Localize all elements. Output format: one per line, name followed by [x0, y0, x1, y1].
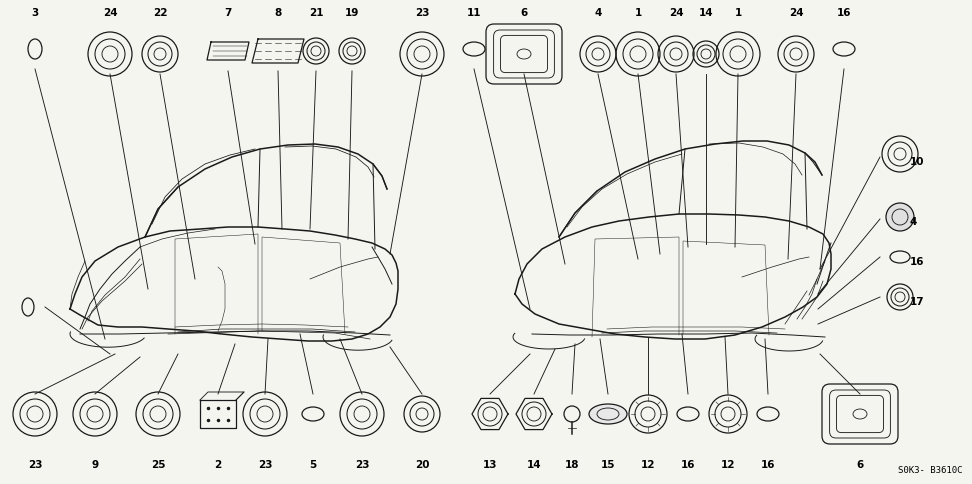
Circle shape	[886, 204, 914, 231]
Text: 13: 13	[483, 459, 498, 469]
Text: 5: 5	[309, 459, 317, 469]
Text: 4: 4	[594, 8, 602, 18]
Text: 25: 25	[151, 459, 165, 469]
Text: S0K3- B3610C: S0K3- B3610C	[897, 465, 962, 474]
Text: 9: 9	[91, 459, 98, 469]
Text: 6: 6	[856, 459, 864, 469]
Text: 2: 2	[215, 459, 222, 469]
Text: 12: 12	[641, 459, 655, 469]
Text: 24: 24	[103, 8, 118, 18]
Text: 15: 15	[601, 459, 615, 469]
Text: 24: 24	[788, 8, 803, 18]
Text: 1: 1	[635, 8, 642, 18]
Text: 11: 11	[467, 8, 481, 18]
Text: 7: 7	[225, 8, 231, 18]
Text: 14: 14	[527, 459, 541, 469]
Text: 23: 23	[355, 459, 369, 469]
Text: 23: 23	[28, 459, 42, 469]
Text: 16: 16	[761, 459, 776, 469]
Text: 21: 21	[309, 8, 324, 18]
Text: 1: 1	[735, 8, 742, 18]
Text: 14: 14	[699, 8, 713, 18]
Text: 18: 18	[565, 459, 579, 469]
Text: 10: 10	[910, 157, 924, 166]
Text: 22: 22	[153, 8, 167, 18]
Ellipse shape	[589, 404, 627, 424]
Text: 16: 16	[837, 8, 851, 18]
Text: 6: 6	[520, 8, 528, 18]
Text: 23: 23	[415, 8, 430, 18]
Text: 16: 16	[910, 257, 924, 267]
Text: 4: 4	[910, 216, 918, 227]
Text: 23: 23	[258, 459, 272, 469]
Text: 24: 24	[669, 8, 683, 18]
Text: 3: 3	[31, 8, 39, 18]
Text: 16: 16	[680, 459, 695, 469]
Text: 12: 12	[721, 459, 735, 469]
Text: 19: 19	[345, 8, 360, 18]
Text: 8: 8	[274, 8, 282, 18]
Text: 17: 17	[910, 296, 924, 306]
Text: 20: 20	[415, 459, 430, 469]
